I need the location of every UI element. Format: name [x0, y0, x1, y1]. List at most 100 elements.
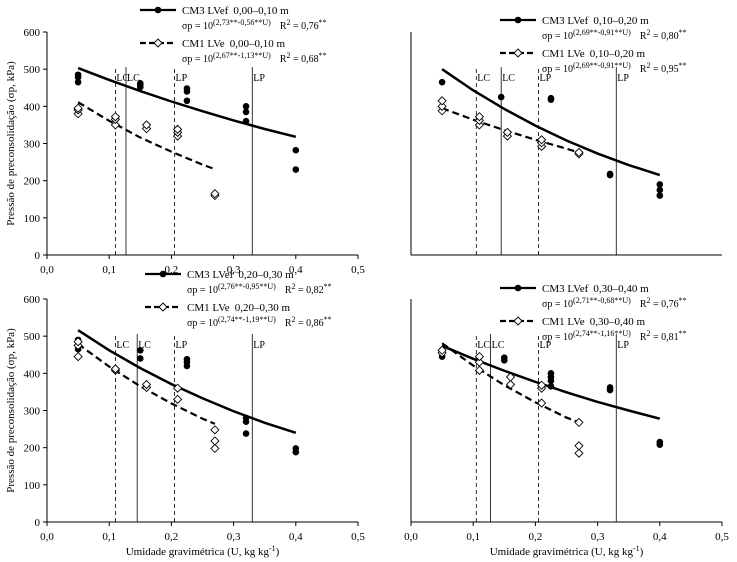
point: [574, 417, 584, 428]
point: [501, 354, 508, 362]
equation: σp = 10(2,71**-0,68**U) R2 = 0,76**: [542, 296, 687, 311]
y-axis-label: Pressão de preconsolidação (σp, kPa): [5, 61, 17, 226]
legend-marker: [158, 302, 168, 312]
reference-line-label: LC: [492, 340, 505, 351]
r2-value: = 0,95: [650, 64, 678, 75]
r2-sup: 2: [286, 18, 290, 27]
equation-exponent: (2,69**-0,91**U): [573, 61, 631, 70]
r2-value: = 0,76: [290, 21, 318, 32]
x-tick-label: 0,5: [351, 531, 365, 543]
reference-line-label: LP: [540, 340, 552, 351]
x-tick-label: 0,5: [715, 531, 729, 543]
x-tick-label: 0,0: [404, 531, 418, 543]
x-axis-label-text: Umidade gravimétrica (U, kg kg: [490, 546, 634, 558]
fitted-curve: [441, 68, 661, 177]
fitted-curve: [77, 101, 216, 171]
legend-name: CM1 LVe: [542, 48, 585, 60]
x-axis-label: Umidade gravimétrica (U, kg kg-1): [490, 544, 644, 559]
r2-stars: **: [679, 61, 687, 70]
x-tick-label: 0,1: [466, 531, 480, 543]
reference-line-label: LP: [176, 73, 188, 84]
point: [183, 355, 191, 363]
r2-value: = 0,68: [290, 54, 318, 65]
y-tick-label: 400: [24, 368, 41, 380]
point: [437, 345, 447, 355]
reference-line-label: LP: [540, 73, 552, 84]
y-tick-label: 600: [24, 27, 41, 39]
r2-name: R: [640, 332, 647, 343]
point: [210, 436, 220, 446]
legend-name: CM3 LVef: [542, 15, 589, 27]
point: [606, 170, 614, 178]
point: [502, 127, 513, 137]
y-tick-label: 300: [24, 139, 41, 151]
y-tick-label: 600: [24, 294, 41, 306]
r2-stars: **: [324, 282, 332, 291]
r2-name: R: [280, 54, 287, 65]
legend-depth: 0,30–0,40 m: [590, 316, 646, 328]
x-tick-label: 0,0: [40, 264, 54, 276]
point: [547, 94, 555, 102]
legend-marker: [154, 6, 162, 14]
point: [141, 379, 152, 390]
legend-marker: [514, 16, 522, 24]
equation-exponent: (2,71**-0,68**U): [573, 296, 631, 305]
reference-line-label: LC: [477, 340, 490, 351]
reference-line-label: LC: [502, 73, 515, 84]
r2-stars: **: [679, 329, 687, 338]
point: [474, 365, 485, 375]
x-tick-label: 0,2: [165, 531, 179, 543]
r2-sup: 2: [291, 282, 295, 291]
r2-sup: 2: [286, 51, 290, 60]
x-tick-label: 0,3: [227, 531, 241, 543]
legend-marker: [514, 284, 522, 292]
equation-exponent: (2,73**-0,56**U): [213, 18, 271, 27]
point: [505, 372, 516, 382]
r2-value: = 0,86: [295, 318, 323, 329]
point: [474, 112, 485, 122]
point: [74, 71, 82, 79]
equation: σp = 10(2,73**-0,56**U) R2 = 0,76**: [182, 18, 327, 33]
r2-stars: **: [319, 51, 327, 60]
r2-name: R: [640, 299, 647, 310]
point: [656, 186, 664, 194]
point: [656, 438, 664, 446]
x-axis-label: Umidade gravimétrica (U, kg kg-1): [126, 544, 280, 559]
y-tick-label: 500: [24, 331, 41, 343]
r2-name: R: [285, 318, 292, 329]
x-tick-label: 0,3: [227, 264, 241, 276]
point: [505, 379, 516, 390]
legend-name: CM3 LVef: [187, 269, 234, 281]
point: [656, 192, 664, 199]
point: [574, 147, 584, 158]
point: [73, 103, 83, 113]
fitted-curve: [441, 107, 580, 154]
legend-depth: 0,20–0,30 m: [235, 302, 291, 314]
r2-sup: 2: [291, 315, 295, 324]
point: [497, 93, 505, 101]
equation-base: σp = 10: [187, 318, 218, 329]
equation: σp = 10(2,67**-1,13**U) R2 = 0,68**: [182, 51, 327, 66]
reference-line-label: LC: [127, 73, 140, 84]
r2-sup: 2: [646, 61, 650, 70]
point: [110, 112, 121, 122]
r2-value: = 0,76: [650, 299, 678, 310]
fitted-curve: [77, 343, 216, 425]
legend-marker: [159, 270, 167, 278]
equation: σp = 10(2,74**-1,19**U) R2 = 0,86**: [187, 315, 332, 330]
r2-stars: **: [324, 315, 332, 324]
r2-value: = 0,81: [650, 332, 678, 343]
point: [536, 135, 547, 145]
point: [242, 103, 250, 110]
legend-entry: CM3 LVef 0,10–0,20 m: [542, 15, 649, 27]
point: [242, 117, 250, 125]
y-tick-label: 400: [24, 101, 41, 113]
point: [536, 398, 547, 408]
x-axis-label-sup: -1: [269, 544, 276, 553]
legend-name: CM1 LVe: [182, 38, 225, 50]
x-axis-label-end: ): [640, 546, 644, 558]
point: [292, 445, 300, 452]
point: [137, 355, 144, 362]
r2-sup: 2: [646, 28, 650, 37]
